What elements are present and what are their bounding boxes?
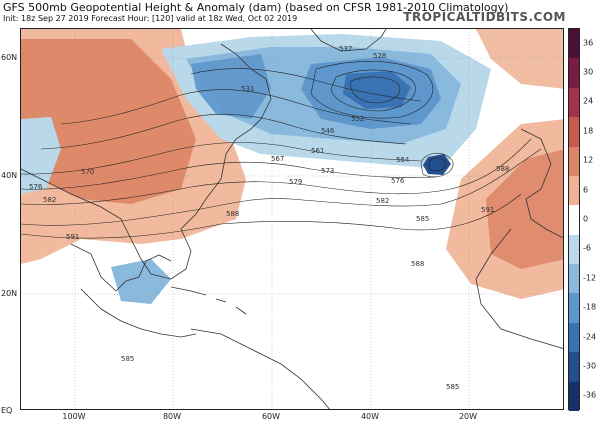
contour-label: 531 xyxy=(241,85,254,93)
contour-cutoff-outer xyxy=(420,152,454,178)
contour-label: 573 xyxy=(321,167,334,175)
map-subtitle: Init: 18z Sep 27 2019 Forecast Hour: [12… xyxy=(3,14,298,23)
south-america-coast xyxy=(190,328,330,409)
europe-coast xyxy=(520,128,563,239)
colorbar-swatch xyxy=(569,381,579,411)
contour-label: 588 xyxy=(496,165,509,173)
lon-label-40w: 40W xyxy=(360,412,380,421)
contour-label: 576 xyxy=(391,177,405,185)
greenland-coast xyxy=(310,29,387,52)
colorbar-tick-label: -30 xyxy=(583,361,597,371)
lon-label-100w: 100W xyxy=(62,412,86,421)
lat-label-40n: 40N xyxy=(1,171,18,180)
map-svg: 588 585 582 579 576 573 567 564 561 552 … xyxy=(21,29,563,409)
colorbar-tick-label: 30 xyxy=(583,67,594,77)
negative-anomaly-low-center xyxy=(343,71,411,109)
contour-label: 576 xyxy=(29,183,43,191)
contour-label: 582 xyxy=(43,196,56,204)
colorbar-tick-label: -12 xyxy=(583,273,597,283)
lat-label-eq: EQ xyxy=(1,406,13,415)
contour-label: 567 xyxy=(271,155,284,163)
contour-label: 528 xyxy=(373,52,386,60)
colorbar-tick-label: 0 xyxy=(583,214,589,224)
positive-anomaly-north xyxy=(476,29,563,89)
colorbar-swatch xyxy=(569,146,579,176)
contour-570 xyxy=(40,113,407,150)
gulf-of-mexico-coast xyxy=(70,243,172,292)
colorbar-swatch xyxy=(569,264,579,294)
colorbar-ticks: 36 30 24 18 12 6 0 -6 -12 -18 -24 -30 -36 xyxy=(583,28,599,410)
contour-588 xyxy=(21,148,542,226)
colorbar-tick-label: 6 xyxy=(583,185,589,195)
colorbar-tick-label: 24 xyxy=(583,96,594,106)
caribbean-islands xyxy=(170,286,247,315)
brand-watermark: TROPICALTIDBITS.COM xyxy=(403,10,566,24)
colorbar-swatch xyxy=(569,117,579,147)
colorbar-swatch xyxy=(569,175,579,206)
colorbar-swatch xyxy=(569,352,579,382)
map-panel: 588 585 582 579 576 573 567 564 561 552 … xyxy=(20,28,564,410)
contour-540 xyxy=(330,69,416,112)
negative-anomaly-cutoff-low xyxy=(423,154,451,175)
colorbar-swatch xyxy=(569,87,579,118)
map-title: GFS 500mb Geopotential Height & Anomaly … xyxy=(3,1,509,14)
contour-564 xyxy=(60,89,412,125)
colorbar-tick-label: 18 xyxy=(583,126,594,136)
contour-label: 585 xyxy=(121,355,134,363)
contour-label: 591 xyxy=(481,206,494,214)
lon-label-20w: 20W xyxy=(458,412,478,421)
anomaly-colorbar xyxy=(568,28,580,411)
colorbar-tick-label: 36 xyxy=(583,38,594,48)
contour-558 xyxy=(190,68,422,102)
graticule xyxy=(21,29,563,409)
colorbar-swatch xyxy=(569,205,579,235)
colorbar-tick-label: -24 xyxy=(583,332,597,342)
negative-anomaly-pacific xyxy=(21,117,61,194)
contour-label: 561 xyxy=(311,147,324,155)
negative-anomaly-caribbean xyxy=(111,259,171,304)
africa-coast xyxy=(475,228,563,349)
colorbar-tick-label: -36 xyxy=(583,390,597,400)
contour-label: 570 xyxy=(81,168,94,176)
contour-579 xyxy=(21,161,437,190)
central-america-coast xyxy=(80,288,197,338)
height-contours xyxy=(21,61,542,239)
colorbar-tick-label: 12 xyxy=(583,155,594,165)
colorbar-swatch xyxy=(569,322,579,353)
contour-label: 537 xyxy=(339,45,352,53)
contour-528 xyxy=(350,76,401,104)
colorbar-swatch xyxy=(569,293,579,323)
positive-anomaly-east-core xyxy=(486,149,563,269)
lat-label-20n: 20N xyxy=(1,289,18,298)
contour-label: 552 xyxy=(351,115,364,123)
contour-label: 588 xyxy=(411,260,424,268)
contour-labels: 588 585 582 579 576 573 567 564 561 552 … xyxy=(29,45,509,391)
positive-anomaly-west-core xyxy=(21,39,196,204)
colorbar-tick-label: -6 xyxy=(583,243,591,253)
contour-label: 585 xyxy=(416,215,429,223)
contour-label: 579 xyxy=(289,178,302,186)
contour-552 xyxy=(310,61,434,119)
colorbar-swatch xyxy=(569,29,579,59)
contour-label: 588 xyxy=(226,210,239,218)
colorbar-swatch xyxy=(569,58,579,88)
colorbar-swatch xyxy=(569,234,579,264)
contour-cutoff-inner xyxy=(428,157,447,172)
contour-576 xyxy=(21,142,422,175)
contour-label: 591 xyxy=(66,233,79,241)
contour-label: 582 xyxy=(376,197,389,205)
contour-label: 546 xyxy=(321,127,335,135)
contour-585 xyxy=(21,193,522,239)
lon-label-80w: 80W xyxy=(162,412,182,421)
contour-582 xyxy=(21,138,532,205)
contour-label: 564 xyxy=(396,156,410,164)
lon-label-60w: 60W xyxy=(261,412,281,421)
lat-label-60n: 60N xyxy=(1,53,18,62)
contour-label: 585 xyxy=(446,383,459,391)
colorbar-tick-label: -18 xyxy=(583,302,597,312)
